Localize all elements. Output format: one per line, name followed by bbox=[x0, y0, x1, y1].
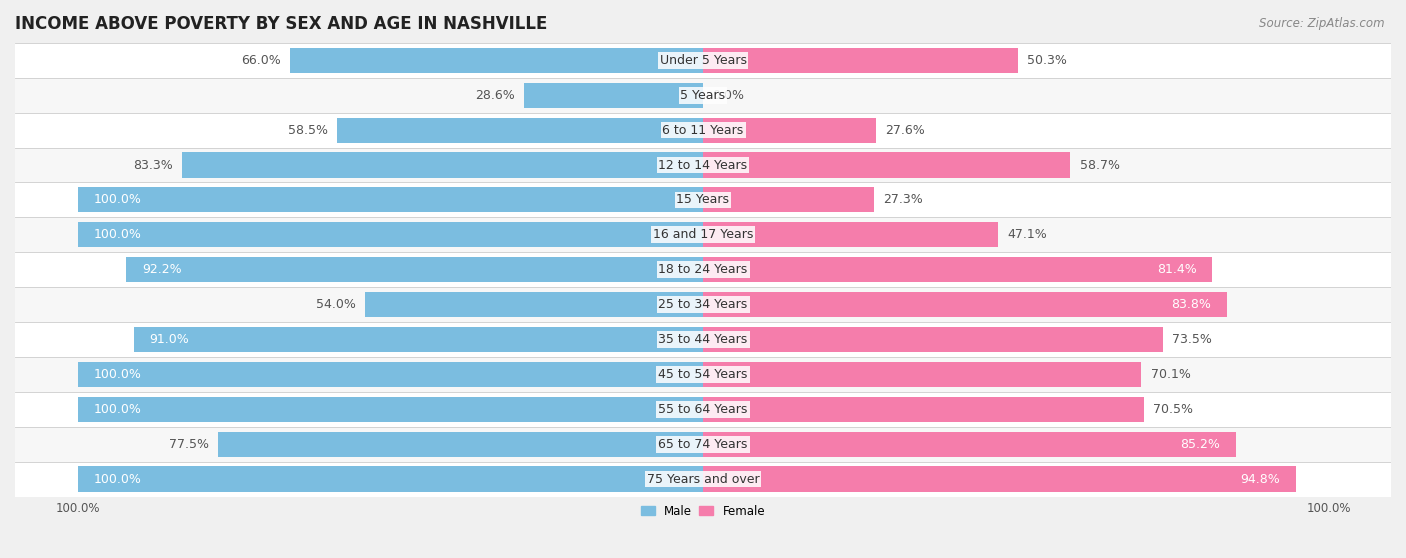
Bar bbox=[703, 257, 1212, 282]
Text: 91.0%: 91.0% bbox=[149, 333, 190, 346]
Text: 83.3%: 83.3% bbox=[132, 158, 173, 171]
Bar bbox=[15, 427, 1391, 461]
Text: 27.6%: 27.6% bbox=[884, 124, 925, 137]
Bar bbox=[703, 187, 873, 213]
Bar bbox=[15, 461, 1391, 497]
Text: 100.0%: 100.0% bbox=[93, 473, 141, 485]
Bar bbox=[15, 43, 1391, 78]
Text: 100.0%: 100.0% bbox=[93, 194, 141, 206]
Bar bbox=[703, 152, 1070, 177]
Bar bbox=[15, 78, 1391, 113]
Text: 55 to 64 Years: 55 to 64 Years bbox=[658, 403, 748, 416]
Bar bbox=[703, 431, 1236, 457]
Text: 85.2%: 85.2% bbox=[1181, 437, 1220, 451]
Text: 70.5%: 70.5% bbox=[1153, 403, 1194, 416]
Text: 58.7%: 58.7% bbox=[1080, 158, 1119, 171]
Bar bbox=[127, 257, 703, 282]
Bar bbox=[703, 327, 1163, 352]
Bar bbox=[77, 222, 703, 247]
Text: 6 to 11 Years: 6 to 11 Years bbox=[662, 124, 744, 137]
Bar bbox=[703, 466, 1296, 492]
Text: 12 to 14 Years: 12 to 14 Years bbox=[658, 158, 748, 171]
Bar bbox=[15, 147, 1391, 182]
Bar bbox=[15, 392, 1391, 427]
Text: Under 5 Years: Under 5 Years bbox=[659, 54, 747, 67]
Text: 0.0%: 0.0% bbox=[713, 89, 744, 102]
Bar bbox=[15, 113, 1391, 147]
Text: 100.0%: 100.0% bbox=[93, 368, 141, 381]
Bar bbox=[15, 287, 1391, 322]
Text: 47.1%: 47.1% bbox=[1007, 228, 1046, 241]
Text: 100.0%: 100.0% bbox=[93, 403, 141, 416]
Bar bbox=[703, 222, 998, 247]
Bar bbox=[703, 362, 1142, 387]
Text: 45 to 54 Years: 45 to 54 Years bbox=[658, 368, 748, 381]
Text: 15 Years: 15 Years bbox=[676, 194, 730, 206]
Text: 50.3%: 50.3% bbox=[1026, 54, 1067, 67]
Bar bbox=[15, 218, 1391, 252]
Text: 100.0%: 100.0% bbox=[93, 228, 141, 241]
Bar bbox=[290, 48, 703, 73]
Bar bbox=[703, 48, 1018, 73]
Text: 18 to 24 Years: 18 to 24 Years bbox=[658, 263, 748, 276]
Text: 65 to 74 Years: 65 to 74 Years bbox=[658, 437, 748, 451]
Text: 28.6%: 28.6% bbox=[475, 89, 515, 102]
Text: 58.5%: 58.5% bbox=[288, 124, 328, 137]
Text: 25 to 34 Years: 25 to 34 Years bbox=[658, 298, 748, 311]
Text: 27.3%: 27.3% bbox=[883, 194, 922, 206]
Text: 66.0%: 66.0% bbox=[240, 54, 281, 67]
Text: 70.1%: 70.1% bbox=[1152, 368, 1191, 381]
Text: INCOME ABOVE POVERTY BY SEX AND AGE IN NASHVILLE: INCOME ABOVE POVERTY BY SEX AND AGE IN N… bbox=[15, 15, 547, 33]
Bar bbox=[15, 322, 1391, 357]
Bar bbox=[366, 292, 703, 317]
Text: 81.4%: 81.4% bbox=[1157, 263, 1197, 276]
Text: 83.8%: 83.8% bbox=[1171, 298, 1212, 311]
Text: Source: ZipAtlas.com: Source: ZipAtlas.com bbox=[1260, 17, 1385, 30]
Bar bbox=[15, 252, 1391, 287]
Bar bbox=[218, 431, 703, 457]
Text: 92.2%: 92.2% bbox=[142, 263, 181, 276]
Text: 94.8%: 94.8% bbox=[1240, 473, 1281, 485]
Text: 75 Years and over: 75 Years and over bbox=[647, 473, 759, 485]
Bar bbox=[524, 83, 703, 108]
Bar bbox=[77, 466, 703, 492]
Text: 16 and 17 Years: 16 and 17 Years bbox=[652, 228, 754, 241]
Bar bbox=[134, 327, 703, 352]
Bar bbox=[703, 292, 1227, 317]
Bar bbox=[703, 118, 876, 143]
Bar bbox=[15, 357, 1391, 392]
Text: 5 Years: 5 Years bbox=[681, 89, 725, 102]
Bar bbox=[77, 362, 703, 387]
Bar bbox=[337, 118, 703, 143]
Legend: Male, Female: Male, Female bbox=[636, 500, 770, 522]
Text: 35 to 44 Years: 35 to 44 Years bbox=[658, 333, 748, 346]
Bar bbox=[703, 397, 1144, 422]
Text: 73.5%: 73.5% bbox=[1173, 333, 1212, 346]
Text: 77.5%: 77.5% bbox=[169, 437, 209, 451]
Bar bbox=[77, 397, 703, 422]
Bar bbox=[181, 152, 703, 177]
Bar bbox=[77, 187, 703, 213]
Bar bbox=[15, 182, 1391, 218]
Text: 54.0%: 54.0% bbox=[316, 298, 356, 311]
